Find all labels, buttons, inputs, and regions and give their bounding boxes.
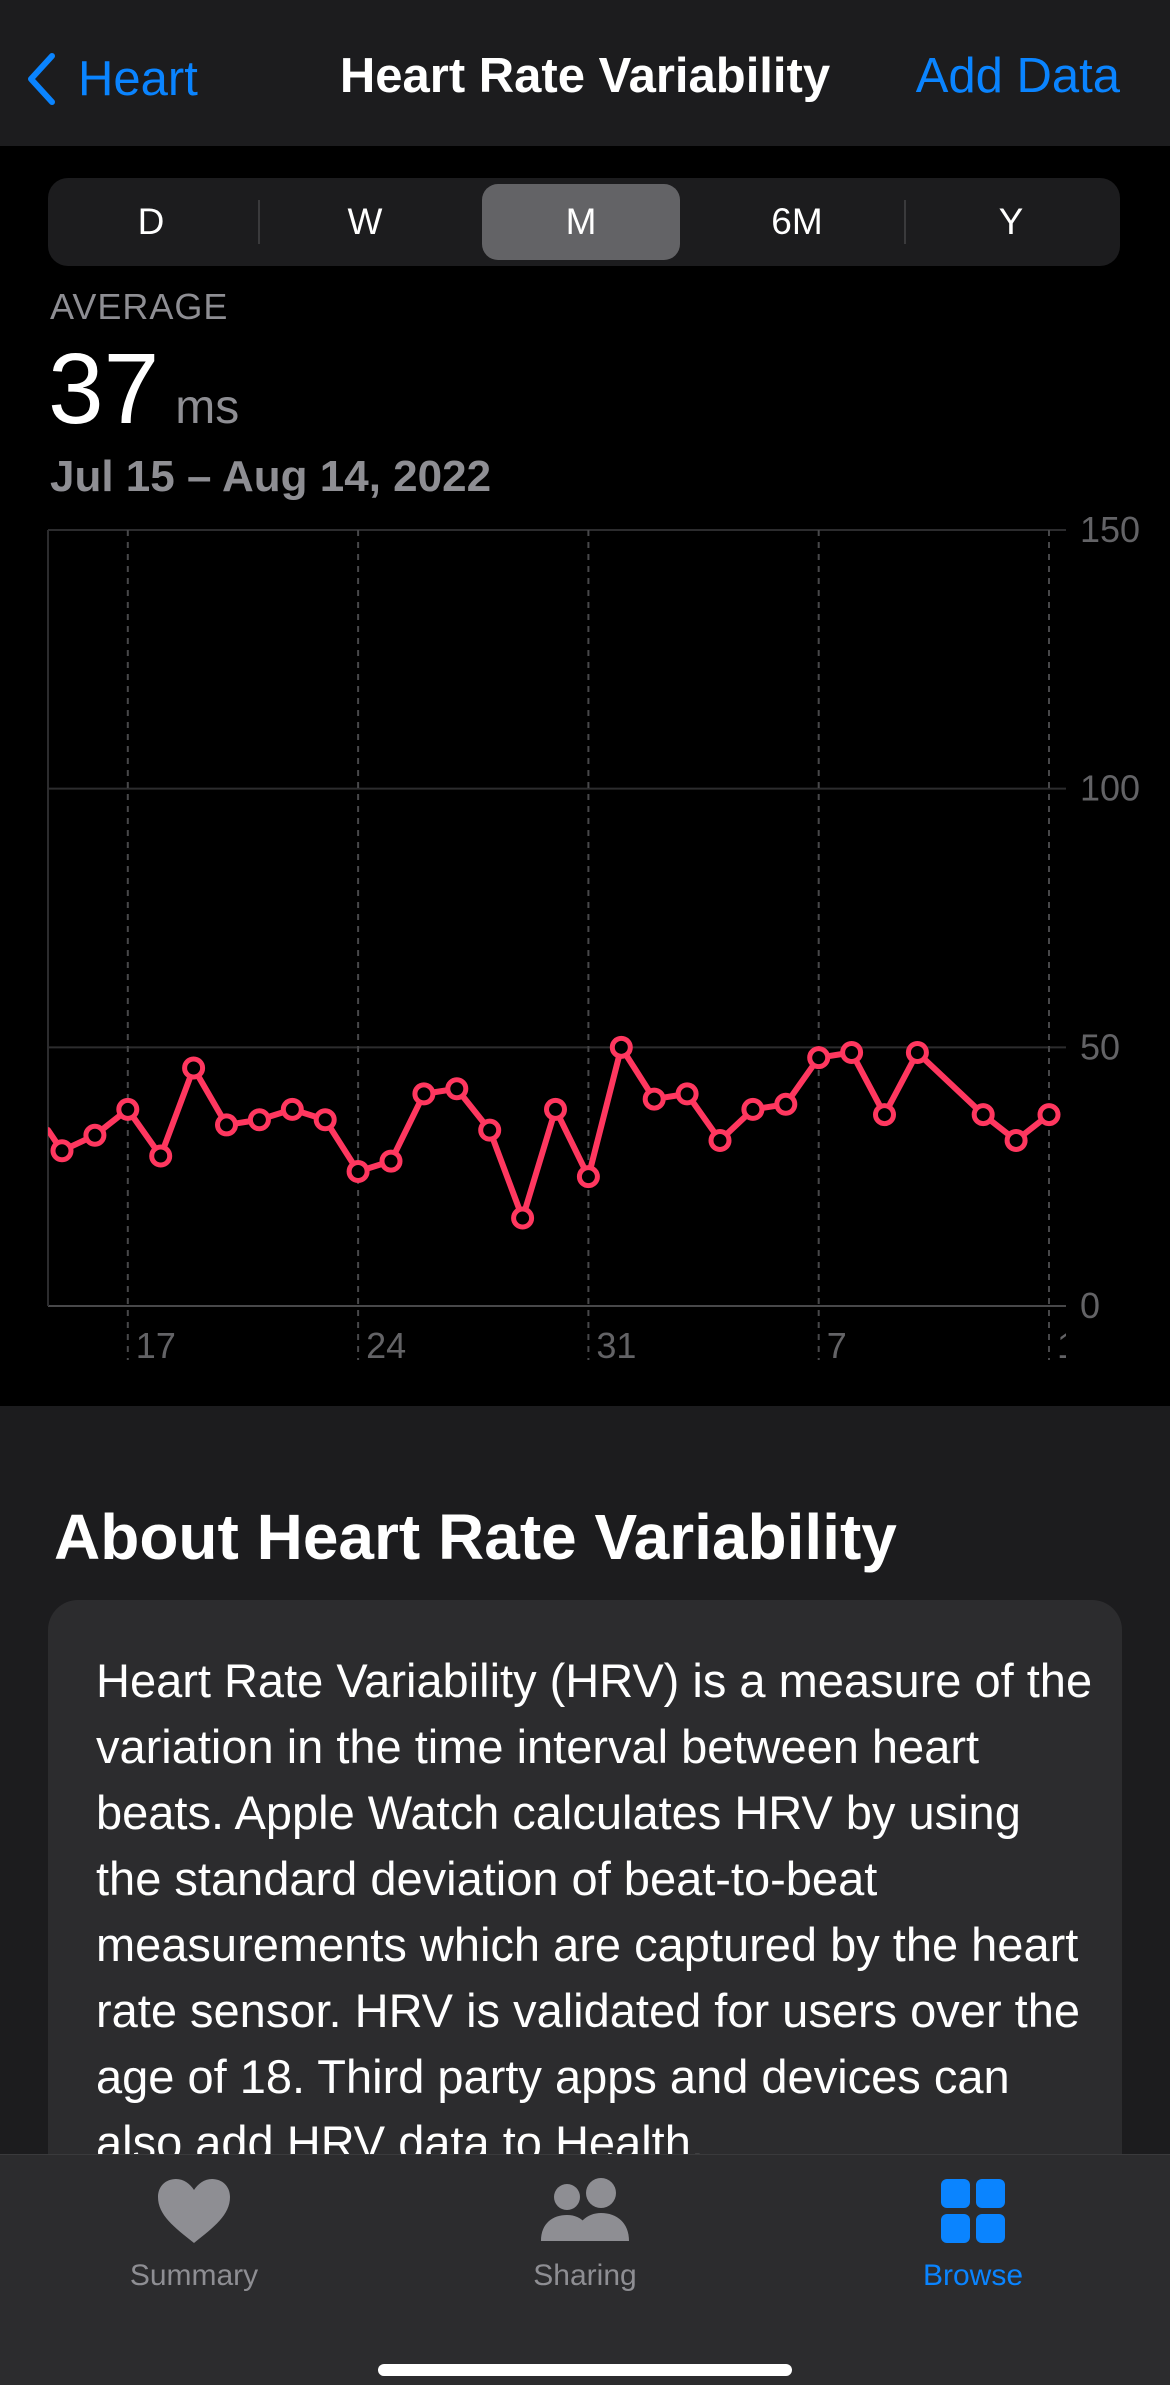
hrv-data-point <box>1004 1128 1028 1152</box>
hrv-data-point <box>840 1041 864 1065</box>
hrv-data-point <box>774 1092 798 1116</box>
y-tick-label: 100 <box>1080 768 1140 809</box>
hrv-data-point <box>905 1041 929 1065</box>
segment-divider <box>258 200 260 244</box>
hrv-data-point <box>873 1103 896 1127</box>
tab-six-months[interactable]: 6M <box>771 201 823 242</box>
hrv-data-point <box>379 1149 403 1173</box>
hrv-data-point <box>149 1144 173 1168</box>
hrv-data-point <box>971 1103 995 1127</box>
tab-browse-label: Browse <box>922 2259 1024 2292</box>
x-tick-label: 31 <box>596 1325 636 1366</box>
x-tick-label: 14 <box>1057 1325 1097 1366</box>
grid-icon <box>941 2179 1005 2243</box>
people-icon <box>541 2178 629 2241</box>
about-card: Heart Rate Variability (HRV) is a measur… <box>48 1600 1122 2220</box>
average-readout: 37 ms <box>48 334 239 463</box>
hrv-data-point <box>1037 1103 1061 1127</box>
tab-summary[interactable]: Summary <box>44 2177 344 2317</box>
hrv-data-point <box>609 1035 633 1059</box>
y-tick-label: 150 <box>1080 509 1140 550</box>
hrv-line-chart[interactable]: 150 100 50 0 17 24 31 7 14 <box>0 500 1170 1400</box>
hrv-data-point <box>83 1123 107 1147</box>
hrv-data-point <box>807 1046 831 1070</box>
y-tick-label: 0 <box>1080 1285 1100 1326</box>
average-unit: ms <box>175 381 240 434</box>
hrv-data-point <box>741 1097 765 1121</box>
y-tick-label: 50 <box>1080 1026 1120 1067</box>
hrv-data-point <box>116 1097 140 1121</box>
tab-day[interactable]: D <box>137 201 165 242</box>
x-tick-label: 24 <box>366 1325 406 1366</box>
hrv-data-point <box>642 1087 666 1111</box>
average-value: 37 <box>48 333 160 445</box>
about-title: About Heart Rate Variability <box>54 1501 897 1573</box>
back-button[interactable]: Heart <box>26 44 198 114</box>
chevron-left-icon <box>28 53 55 105</box>
date-range: Jul 15 – Aug 14, 2022 <box>50 452 492 501</box>
tab-year[interactable]: Y <box>998 201 1024 242</box>
x-tick-label: 7 <box>827 1325 847 1366</box>
tab-sharing[interactable]: Sharing <box>435 2177 735 2317</box>
hrv-data-point <box>247 1108 271 1132</box>
tab-bar: Summary Sharing Browse <box>0 2154 1170 2385</box>
hrv-data-point <box>478 1118 502 1142</box>
hrv-data-point <box>675 1082 699 1106</box>
back-label: Heart <box>78 52 198 106</box>
add-data-button[interactable]: Add Data <box>915 49 1120 103</box>
heart-icon <box>158 2179 230 2243</box>
tab-browse[interactable]: Browse <box>823 2177 1123 2317</box>
navigation-bar: Heart Heart Rate Variability Add Data <box>0 0 1170 146</box>
page-title: Heart Rate Variability <box>339 49 831 103</box>
hrv-data-point <box>576 1165 600 1189</box>
tab-summary-label: Summary <box>129 2259 259 2292</box>
home-indicator <box>378 2364 792 2376</box>
hrv-data-point <box>280 1097 304 1121</box>
segment-divider <box>904 200 906 244</box>
hrv-data-point <box>708 1128 732 1152</box>
average-label: AVERAGE <box>50 286 229 327</box>
hrv-data-point <box>215 1113 238 1137</box>
hrv-data-point <box>182 1056 206 1080</box>
hrv-data-point <box>412 1082 436 1106</box>
hrv-data-point <box>50 1139 74 1163</box>
hrv-data-point <box>544 1097 567 1121</box>
x-tick-label: 17 <box>136 1325 176 1366</box>
hrv-data-point <box>445 1077 469 1101</box>
tab-week[interactable]: W <box>347 201 383 242</box>
hrv-data-point <box>313 1108 337 1132</box>
hrv-data-point <box>511 1206 535 1230</box>
tab-sharing-label: Sharing <box>533 2259 637 2292</box>
about-body: Heart Rate Variability (HRV) is a measur… <box>96 1654 1093 2169</box>
time-range-selector: D W M 6M Y <box>48 178 1120 266</box>
hrv-data-point <box>346 1159 370 1183</box>
tab-month[interactable]: M <box>482 184 680 260</box>
